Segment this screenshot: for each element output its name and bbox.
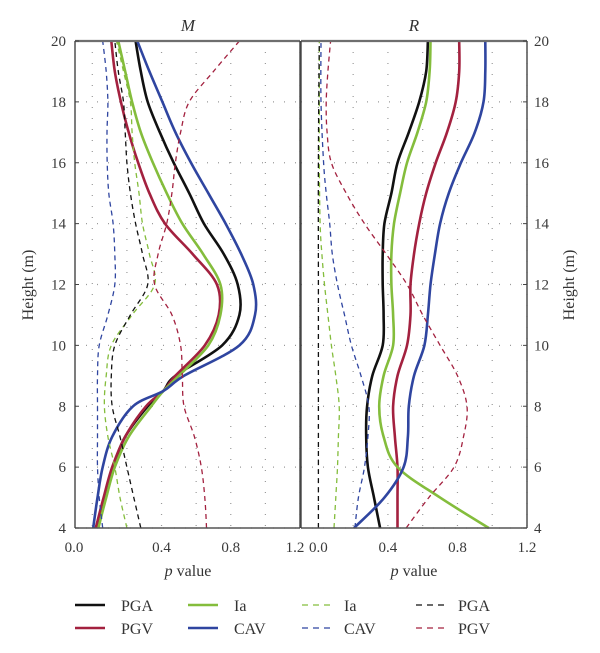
legend-item-pgv-dashed: PGV [416,621,490,638]
series-r-pgv-dashed [325,40,468,529]
series-r-ia-dashed [318,41,340,529]
y-tick-label-right: 10 [534,338,549,354]
y-tick-label-right: 20 [534,34,549,50]
series-m-ia-dashed [103,40,156,529]
y-tick-label-right: 8 [534,399,542,415]
x-tick-label: 0.8 [221,540,240,556]
y-tick-label-right: 4 [534,521,542,537]
legend-label: Ia [344,598,356,615]
y-tick-label-left: 14 [51,217,67,233]
panel-title-m: M [180,16,196,35]
y-tick-label-left: 16 [51,156,67,172]
legend-item-ia-solid: Ia [188,598,246,615]
legend-item-pgv-solid: PGV [75,621,153,638]
x-tick-label: 0.0 [309,540,328,556]
legend-label: PGA [458,598,490,615]
y-tick-label-left: 4 [59,521,67,537]
x-tick-label: 0.8 [448,540,467,556]
legend-item-pga-dashed: PGA [416,598,490,615]
x-axis-title-right: p value [390,563,438,580]
series-r-cav-dashed [320,40,370,529]
y-tick-label-left: 12 [51,278,66,294]
series-r-cav-solid [353,40,487,529]
legend: PGA PGV Ia CAV Ia CAV PGA PGV [75,598,490,638]
series-r-pga-dashed [317,40,320,528]
y-tick-label-left: 18 [51,95,66,111]
y-tick-label-left: 10 [51,338,66,354]
x-axis-title-left: p value [164,563,212,580]
x-tick-label: 0.4 [379,540,398,556]
series-m-cav-solid [91,40,258,529]
legend-label: PGA [121,598,153,615]
y-axis-title-left: Height (m) [20,250,37,321]
legend-label: CAV [344,621,376,638]
legend-label: Ia [234,598,246,615]
legend-item-cav-dashed: CAV [302,621,376,638]
series-r-ia-solid [377,40,490,530]
legend-label: PGV [458,621,490,638]
x-tick-label: 0.0 [65,540,84,556]
x-axis-title-var: p [390,563,399,580]
series-m-ia-solid [97,40,224,529]
legend-label: CAV [234,621,266,638]
series-m-pga-dashed [110,40,149,529]
y-tick-label-right: 18 [534,95,549,111]
legend-item-pga-solid: PGA [75,598,153,615]
x-tick-label: 1.2 [518,540,537,556]
y-tick-label-left: 8 [59,399,67,415]
y-tick-label-right: 12 [534,278,549,294]
series-m-pgv-dashed [153,40,240,529]
series-m-pgv-solid [94,40,222,529]
y-tick-label-right: 16 [534,156,550,172]
panel-title-r: R [408,16,420,35]
legend-label: PGV [121,621,153,638]
x-axis-title-var: p [164,563,173,580]
series-r-pgv-solid [391,40,461,528]
y-tick-label-left: 20 [51,34,66,50]
x-tick-label: 0.4 [152,540,171,556]
legend-item-ia-dashed: Ia [302,598,356,615]
x-tick-label: 1.2 [286,540,305,556]
y-tick-label-left: 6 [59,460,67,476]
y-tick-label-right: 14 [534,217,550,233]
y-axis-title-right: Height (m) [561,250,578,321]
series-m-cav-dashed [96,40,117,529]
legend-item-cav-solid: CAV [188,621,266,638]
x-axis-title-text: value [399,563,438,580]
x-axis-title-text: value [173,563,212,580]
y-tick-label-right: 6 [534,460,542,476]
series-lines [91,40,490,530]
series-r-pga-solid [364,40,430,529]
